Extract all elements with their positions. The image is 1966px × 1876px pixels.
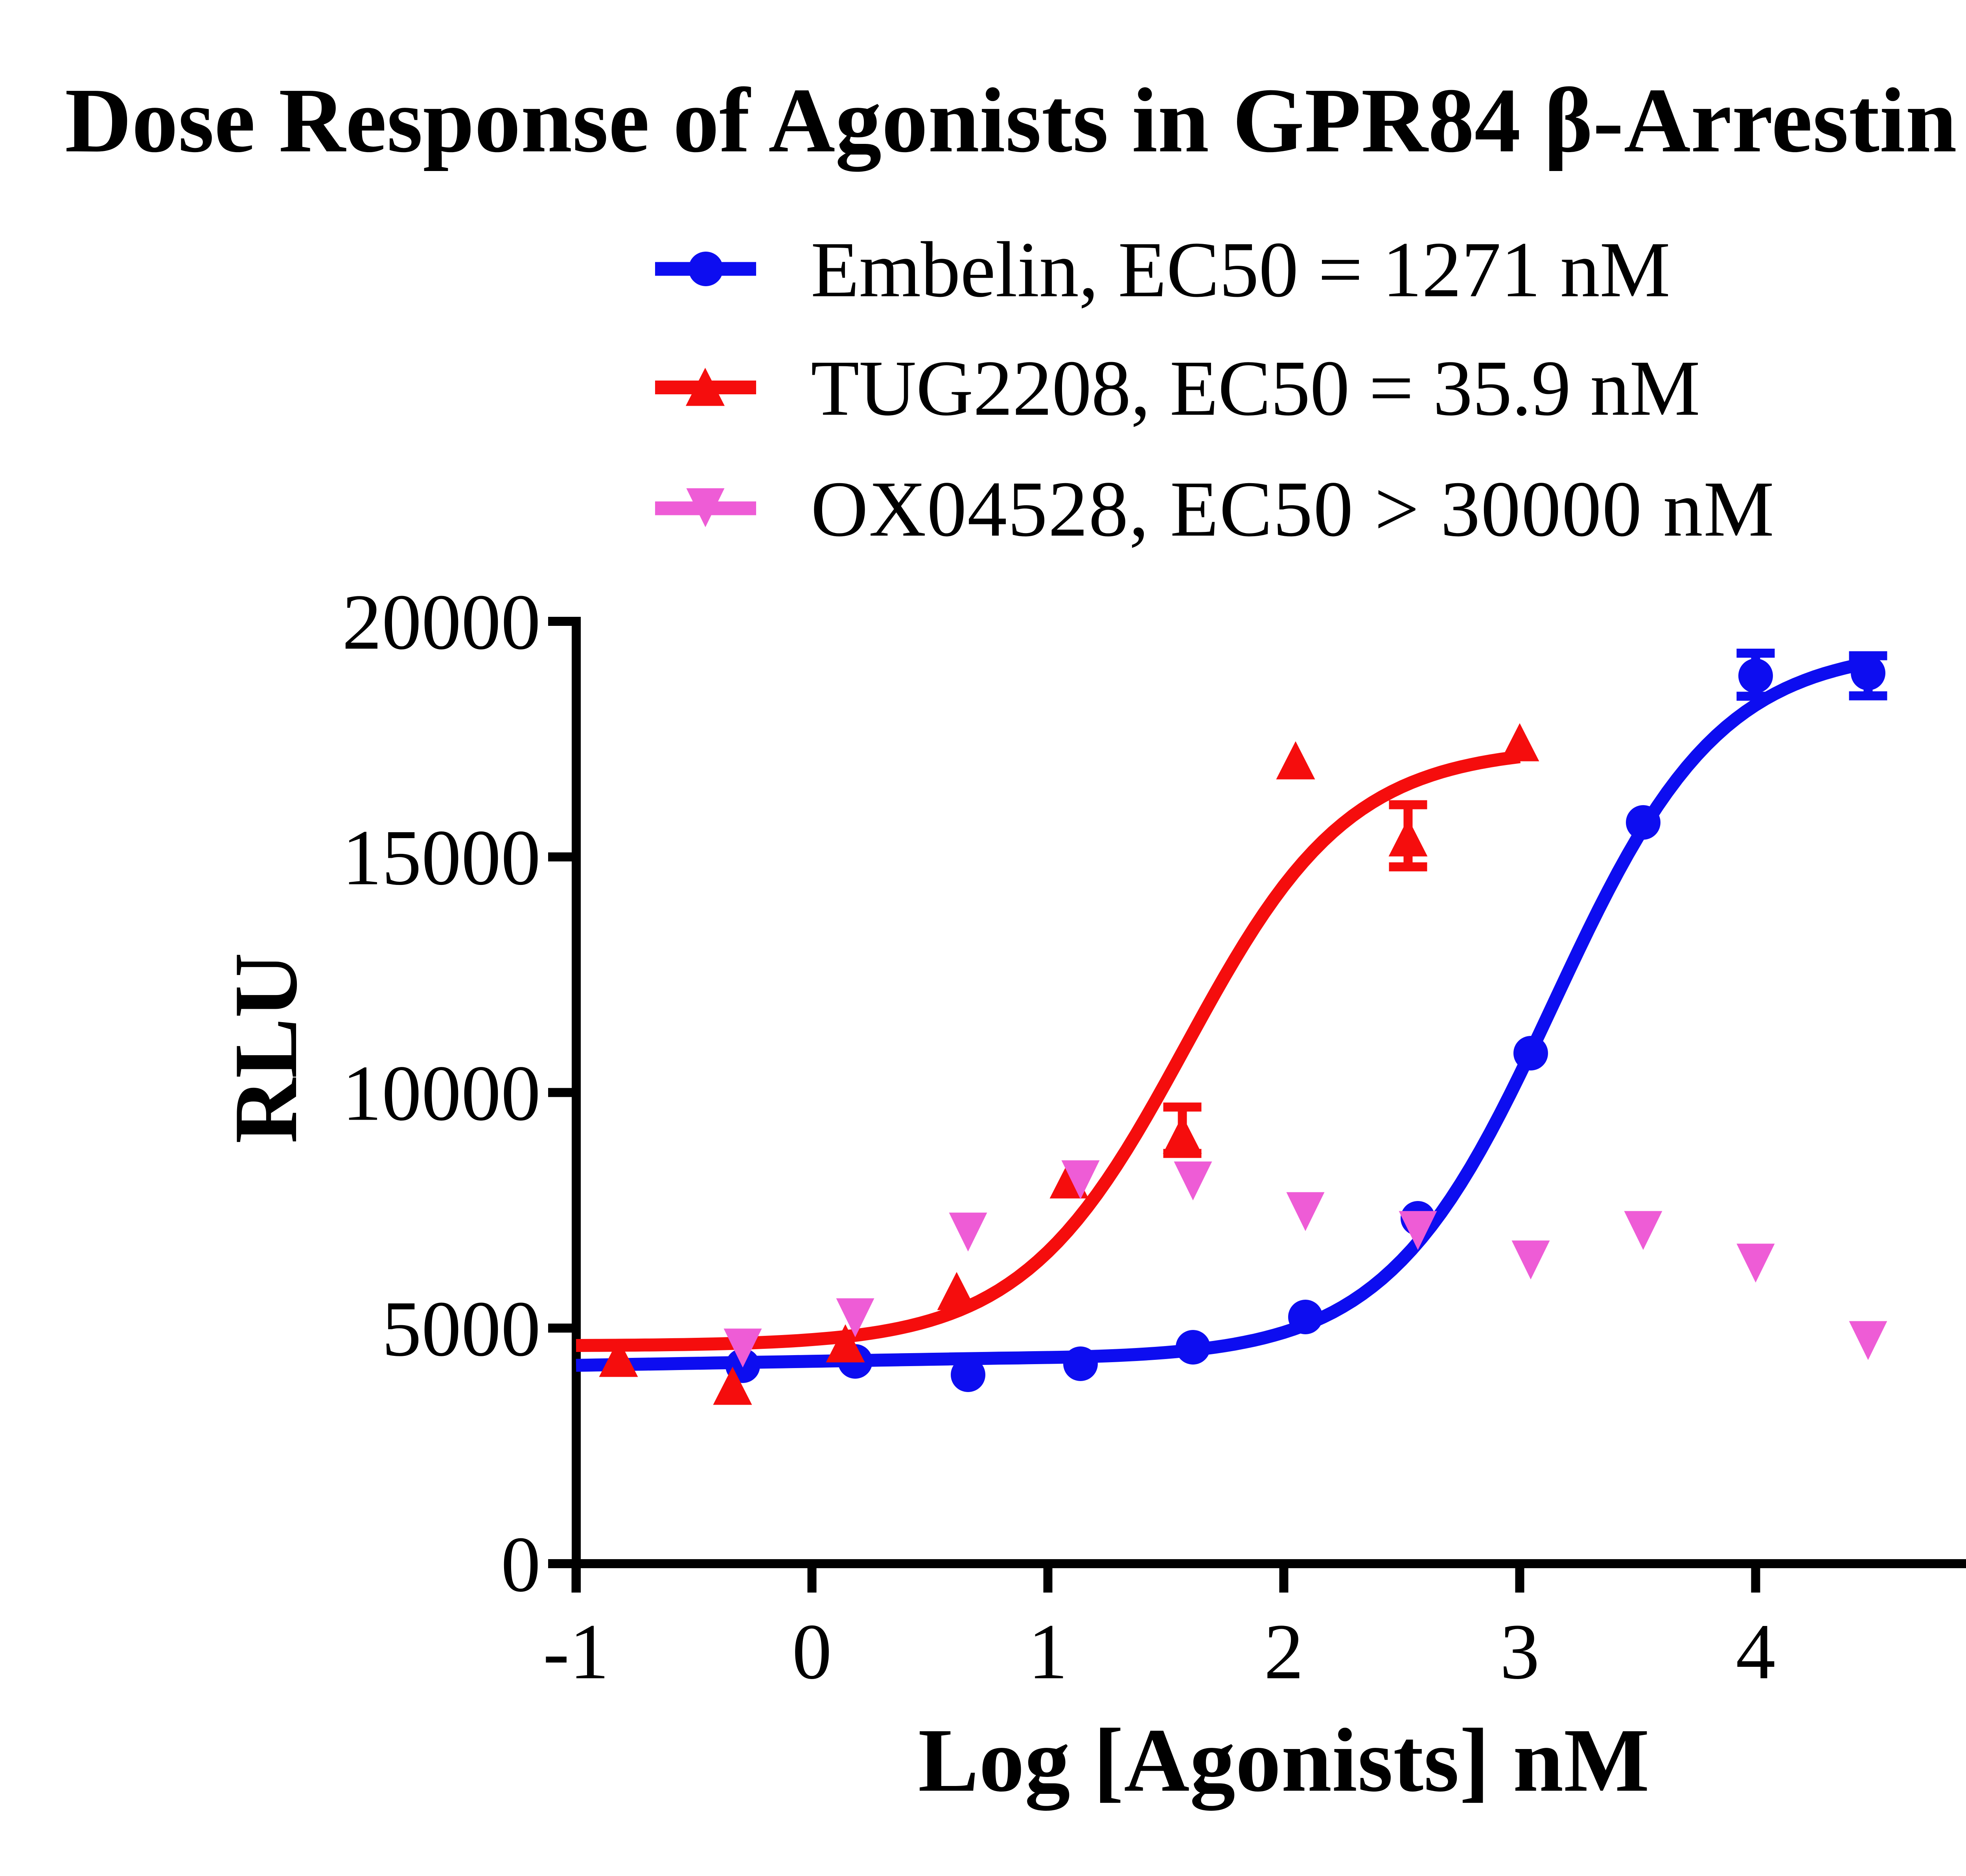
svg-text:3: 3: [1500, 1607, 1540, 1696]
svg-text:-1: -1: [543, 1607, 609, 1696]
svg-text:0: 0: [501, 1520, 541, 1608]
svg-text:Embelin, EC50 = 1271 nM: Embelin, EC50 = 1271 nM: [811, 226, 1670, 314]
svg-text:RLU: RLU: [215, 953, 316, 1144]
svg-text:1: 1: [1028, 1607, 1068, 1696]
svg-text:Dose Response of Agonists in G: Dose Response of Agonists in GPR84 β-Arr…: [65, 69, 1966, 172]
svg-text:5000: 5000: [382, 1285, 541, 1373]
svg-text:2: 2: [1264, 1607, 1304, 1696]
svg-text:Log [Agonists] nM: Log [Agonists] nM: [918, 1710, 1649, 1811]
svg-text:TUG2208, EC50 = 35.9 nM: TUG2208, EC50 = 35.9 nM: [811, 344, 1700, 432]
svg-text:20000: 20000: [342, 578, 541, 666]
svg-text:4: 4: [1736, 1607, 1776, 1696]
svg-text:OX04528, EC50 > 30000 nM: OX04528, EC50 > 30000 nM: [811, 465, 1774, 553]
svg-text:10000: 10000: [342, 1049, 541, 1137]
svg-text:0: 0: [792, 1607, 832, 1696]
svg-text:15000: 15000: [342, 813, 541, 901]
